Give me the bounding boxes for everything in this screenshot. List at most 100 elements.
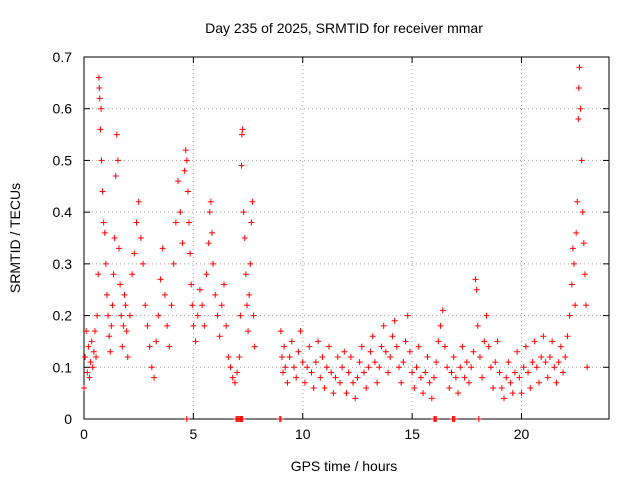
data-point bbox=[135, 198, 142, 205]
data-point bbox=[148, 364, 155, 371]
data-point bbox=[95, 271, 102, 278]
data-point bbox=[450, 353, 457, 360]
data-point bbox=[206, 209, 213, 216]
data-point bbox=[572, 302, 579, 309]
data-point bbox=[417, 374, 424, 381]
data-point bbox=[339, 364, 346, 371]
data-point bbox=[461, 374, 468, 381]
y-tick-label: 0.6 bbox=[53, 101, 73, 117]
data-point bbox=[560, 369, 567, 376]
data-point bbox=[330, 390, 337, 397]
data-point bbox=[83, 328, 90, 335]
data-point bbox=[114, 157, 121, 164]
y-tick-label: 0.5 bbox=[53, 152, 73, 168]
data-point bbox=[201, 322, 208, 329]
data-point bbox=[146, 343, 153, 350]
y-axis-label: SRMTID / TECUs bbox=[7, 183, 23, 293]
data-point bbox=[398, 379, 405, 386]
y-tick-label: 0.2 bbox=[53, 308, 73, 324]
data-point bbox=[452, 374, 459, 381]
data-point bbox=[426, 379, 433, 386]
data-point bbox=[95, 74, 102, 81]
data-point bbox=[485, 343, 492, 350]
data-point bbox=[108, 322, 115, 329]
data-point bbox=[578, 157, 585, 164]
data-point bbox=[336, 379, 343, 386]
data-point bbox=[280, 369, 287, 376]
data-point bbox=[361, 369, 367, 376]
data-point bbox=[540, 333, 547, 340]
data-point bbox=[354, 374, 361, 381]
data-point bbox=[107, 348, 114, 355]
data-point bbox=[84, 369, 91, 376]
data-point bbox=[295, 348, 302, 355]
data-point bbox=[196, 286, 203, 293]
data-point bbox=[310, 384, 317, 391]
data-point bbox=[406, 348, 413, 355]
data-point bbox=[248, 219, 255, 226]
data-point bbox=[210, 260, 217, 267]
data-point bbox=[533, 364, 540, 371]
data-point bbox=[420, 390, 427, 397]
data-point bbox=[137, 235, 144, 241]
data-point bbox=[129, 271, 136, 278]
data-point bbox=[203, 271, 210, 278]
data-point bbox=[498, 384, 505, 391]
data-point bbox=[321, 384, 328, 391]
data-point bbox=[240, 209, 247, 216]
data-point bbox=[511, 369, 518, 376]
data-point bbox=[525, 369, 532, 376]
data-point bbox=[93, 353, 100, 360]
data-point bbox=[205, 240, 212, 247]
data-point bbox=[243, 302, 250, 309]
data-point bbox=[396, 364, 402, 371]
data-point bbox=[82, 353, 89, 360]
data-point bbox=[155, 312, 162, 319]
data-point bbox=[157, 276, 164, 283]
data-point bbox=[439, 307, 446, 314]
data-point bbox=[293, 374, 300, 381]
data-point bbox=[531, 338, 538, 345]
data-point bbox=[172, 219, 179, 226]
data-point bbox=[234, 369, 241, 376]
data-point bbox=[96, 85, 103, 92]
data-point bbox=[96, 95, 103, 102]
data-point bbox=[85, 343, 92, 350]
data-point bbox=[111, 235, 118, 241]
data-point bbox=[393, 343, 400, 350]
data-point bbox=[542, 359, 549, 366]
data-point bbox=[581, 271, 588, 278]
data-point bbox=[208, 229, 215, 236]
data-point bbox=[88, 338, 95, 345]
data-point bbox=[288, 338, 295, 345]
data-point bbox=[579, 209, 586, 216]
data-point bbox=[81, 384, 87, 391]
data-point bbox=[94, 312, 101, 319]
data-point bbox=[116, 245, 122, 252]
data-point bbox=[347, 353, 354, 360]
data-point bbox=[183, 416, 190, 422]
data-point bbox=[184, 188, 191, 195]
data-point bbox=[466, 379, 472, 386]
data-point bbox=[237, 312, 244, 319]
data-point bbox=[378, 343, 385, 350]
data-point bbox=[189, 302, 196, 309]
data-point bbox=[133, 219, 140, 226]
data-point bbox=[433, 416, 440, 422]
data-point bbox=[474, 322, 481, 329]
data-point bbox=[231, 379, 238, 386]
data-point bbox=[159, 245, 166, 252]
data-point bbox=[99, 188, 106, 195]
x-tick-label: 15 bbox=[404, 426, 420, 442]
data-point bbox=[212, 291, 219, 298]
data-point bbox=[97, 126, 104, 133]
data-point bbox=[251, 343, 258, 350]
data-point bbox=[437, 322, 444, 329]
data-point bbox=[101, 229, 108, 236]
data-point bbox=[109, 302, 116, 309]
data-point bbox=[470, 348, 477, 355]
data-point bbox=[105, 312, 112, 319]
data-point bbox=[278, 353, 285, 360]
data-point bbox=[328, 369, 335, 376]
